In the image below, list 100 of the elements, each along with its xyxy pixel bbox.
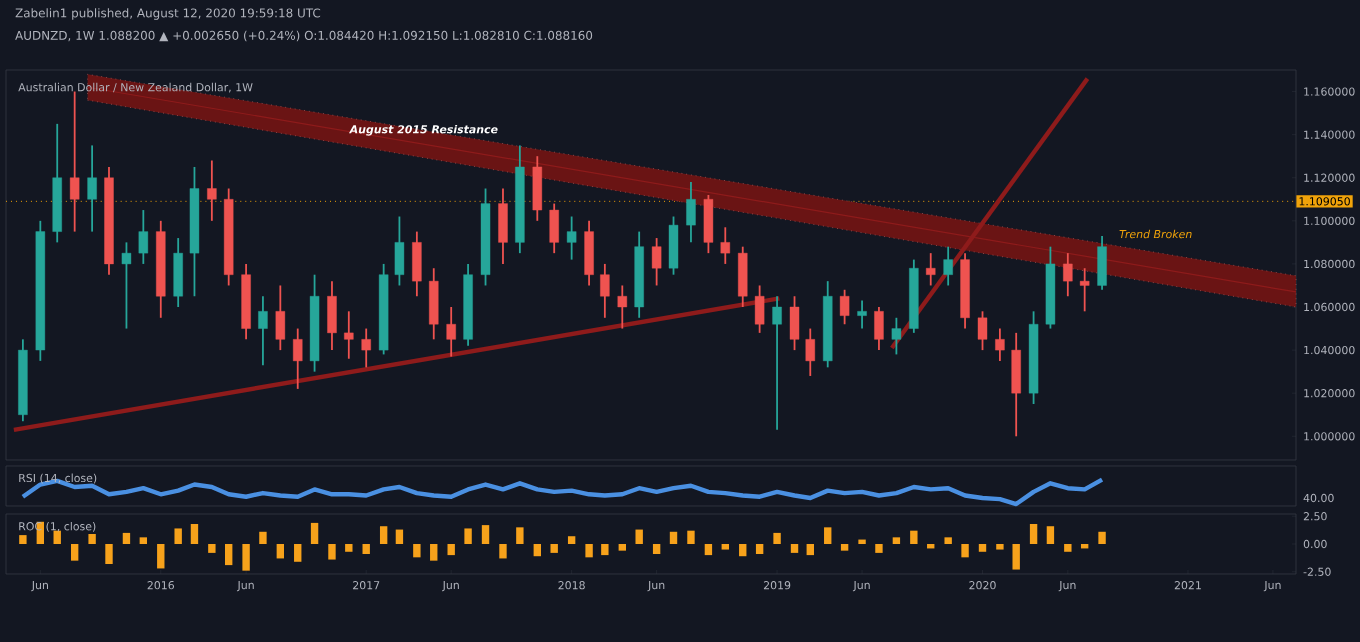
candlestick bbox=[805, 327, 815, 377]
candlestick bbox=[87, 144, 97, 233]
candlestick bbox=[874, 306, 884, 352]
candlestick bbox=[703, 194, 714, 255]
bar bbox=[652, 544, 661, 554]
bar bbox=[687, 530, 695, 544]
bar bbox=[618, 544, 626, 551]
candlestick bbox=[754, 284, 765, 334]
candlestick bbox=[446, 306, 456, 358]
candlestick bbox=[772, 295, 782, 431]
candlestick bbox=[1063, 252, 1073, 298]
bar bbox=[739, 544, 747, 557]
candlestick bbox=[275, 284, 286, 352]
bar bbox=[481, 525, 490, 544]
candlestick bbox=[977, 310, 988, 352]
bar bbox=[122, 532, 131, 544]
bar bbox=[635, 529, 643, 544]
candlestick bbox=[138, 209, 149, 265]
bar bbox=[910, 530, 918, 544]
candlestick bbox=[258, 295, 268, 367]
candlestick bbox=[686, 181, 696, 244]
candlestick bbox=[173, 237, 183, 308]
bar bbox=[242, 544, 250, 571]
candlestick bbox=[720, 226, 731, 265]
candlestick bbox=[394, 215, 405, 287]
candlestick bbox=[926, 252, 936, 287]
bar bbox=[961, 544, 969, 558]
bar bbox=[790, 544, 799, 553]
bar bbox=[499, 544, 507, 559]
bar bbox=[157, 544, 165, 569]
bar bbox=[806, 544, 814, 556]
candlestick bbox=[857, 299, 867, 330]
bar bbox=[840, 544, 849, 551]
bar bbox=[1064, 544, 1072, 552]
candlestick bbox=[566, 215, 577, 261]
candlestick bbox=[1097, 235, 1107, 291]
bar bbox=[70, 544, 79, 561]
bar bbox=[1046, 526, 1055, 544]
candlestick bbox=[1079, 267, 1090, 313]
bar bbox=[328, 544, 336, 560]
bar bbox=[1029, 524, 1038, 544]
bar bbox=[413, 544, 421, 558]
candlestick bbox=[69, 90, 80, 233]
bar bbox=[174, 528, 182, 544]
bar bbox=[395, 529, 404, 544]
bar bbox=[310, 522, 319, 544]
bar bbox=[362, 544, 370, 554]
candlestick bbox=[327, 280, 337, 352]
bar bbox=[1098, 531, 1106, 544]
candlestick bbox=[549, 202, 559, 255]
candlestick bbox=[412, 230, 422, 298]
bar bbox=[824, 527, 832, 544]
bar bbox=[550, 544, 558, 553]
candlestick bbox=[429, 267, 439, 341]
bar bbox=[755, 544, 764, 554]
candlestick bbox=[293, 327, 303, 390]
bar bbox=[704, 544, 713, 556]
bar bbox=[447, 544, 455, 556]
bar bbox=[208, 544, 216, 553]
candlestick bbox=[1011, 331, 1021, 438]
bar bbox=[516, 527, 524, 544]
bar bbox=[190, 524, 199, 544]
candlestick bbox=[600, 263, 610, 319]
candlestick bbox=[789, 295, 800, 352]
bar bbox=[464, 528, 472, 544]
bar bbox=[721, 544, 729, 550]
bar bbox=[1012, 544, 1020, 570]
bar bbox=[875, 544, 883, 553]
bar bbox=[53, 530, 61, 544]
candlestick bbox=[361, 327, 371, 369]
bar bbox=[345, 544, 353, 552]
bar bbox=[294, 544, 302, 562]
bar bbox=[773, 532, 781, 544]
bar bbox=[276, 544, 285, 559]
candlestick bbox=[207, 159, 217, 222]
bar bbox=[224, 544, 233, 566]
bar bbox=[139, 537, 148, 544]
candlestick bbox=[943, 245, 953, 287]
bar bbox=[567, 536, 576, 544]
candlestick bbox=[344, 310, 354, 360]
candlestick bbox=[498, 187, 508, 265]
candlestick bbox=[651, 237, 662, 287]
bar bbox=[601, 544, 609, 556]
bar bbox=[379, 526, 388, 544]
bar bbox=[585, 544, 593, 558]
candlestick bbox=[617, 284, 628, 330]
bar bbox=[996, 544, 1004, 550]
bar bbox=[19, 535, 27, 544]
bar bbox=[105, 544, 113, 564]
candlestick bbox=[584, 219, 594, 287]
candlestick bbox=[891, 316, 902, 356]
candlestick bbox=[839, 288, 850, 326]
bar bbox=[259, 531, 267, 544]
candlestick bbox=[668, 215, 679, 276]
bar bbox=[88, 534, 96, 544]
candlestick bbox=[121, 241, 132, 330]
candlestick bbox=[995, 327, 1005, 362]
bar bbox=[533, 544, 542, 557]
bar bbox=[669, 531, 678, 544]
bar bbox=[978, 544, 987, 552]
